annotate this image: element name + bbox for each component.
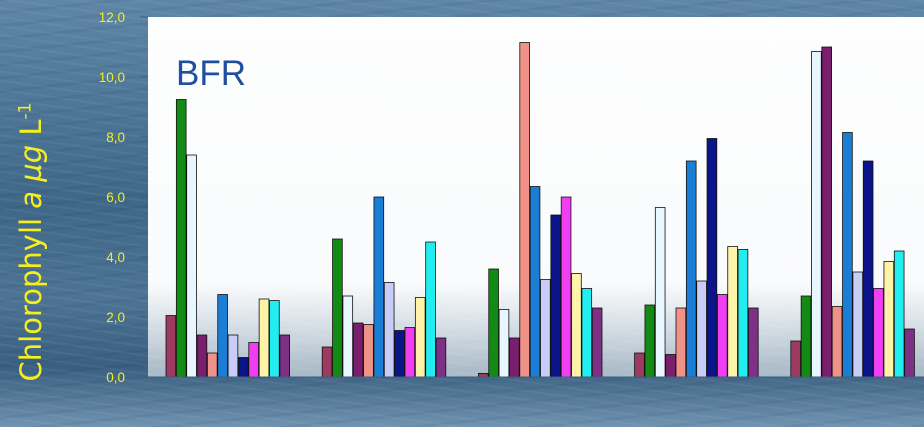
bar-group-4-series-11 [737,249,749,378]
bar-group-3-series-7 [540,279,551,378]
bar-group-1-series-11 [269,300,280,378]
bar-group-2-series-1 [321,346,333,378]
bar-group-1-series-5 [206,352,218,378]
bar-group-3-series-5 [519,42,530,378]
bar-group-2-series-9 [404,327,416,378]
bar-group-2-series-3 [342,295,354,378]
bar-group-2-series-12 [435,337,447,378]
bar-group-4-series-3 [654,207,666,378]
bar-group-3-series-6 [529,186,541,378]
bar-group-1-series-10 [258,298,270,378]
bar-group-3-series-8 [550,214,561,378]
y-tick-label: 2,0 [106,310,125,325]
y-tick-label: 6,0 [106,190,125,205]
bar-group-3-series-3 [498,309,510,378]
bar-group-3-series-2 [488,268,499,378]
bar-group-4-series-9 [717,294,728,378]
bar-group-1-series-4 [196,334,208,378]
bar-group-1-series-6 [217,294,228,378]
bar-group-3-series-4 [509,337,520,378]
bar-group-4-series-10 [727,246,738,378]
bar-group-4-series-8 [706,138,718,378]
bar-group-1-series-12 [279,334,291,378]
bar-group-4-series-7 [696,280,707,378]
bar-group-1-series-7 [227,334,239,378]
bar-group-3-series-10 [571,273,582,378]
bar-group-2-series-6 [373,196,385,378]
bar-group-2-series-11 [425,241,436,378]
bar-group-4-series-2 [644,304,656,378]
bar-group-3-series-1 [477,372,489,378]
bar-group-2-series-2 [332,238,343,378]
bar-group-2-series-8 [394,330,405,378]
bar-group-4-series-5 [675,307,687,378]
bar-group-3-series-9 [560,196,572,378]
bar-group-5-series-6 [842,132,853,378]
y-tick-label: 4,0 [106,250,125,265]
plot-label: BFR [176,54,246,93]
bar-group-1-series-2 [175,99,187,378]
bar-group-4-series-1 [634,352,645,378]
bar-group-1-series-3 [186,154,197,378]
bar-group-2-series-7 [383,282,395,378]
bar-group-1-series-9 [248,342,259,378]
bar-group-5-series-1 [790,340,801,378]
bar-group-4-series-6 [685,160,697,378]
bar-group-5-series-5 [831,306,843,378]
bar-group-1-series-1 [165,315,177,378]
bar-group-2-series-10 [414,297,426,378]
bar-group-1-series-8 [238,357,249,378]
bar-group-5-series-4 [821,46,832,378]
bar-group-5-series-10 [883,261,895,378]
bar-group-5-series-2 [800,295,812,378]
bar-group-4-series-12 [748,307,759,378]
bar-group-5-series-3 [811,51,822,378]
y-tick-label: 12,0 [99,10,125,25]
bar-group-5-series-11 [893,250,905,378]
bar-group-5-series-9 [873,288,884,378]
bar-group-2-series-5 [363,324,374,378]
bar-group-4-series-4 [665,354,676,378]
bar-group-3-series-11 [581,288,593,378]
bar-group-5-series-7 [852,271,864,378]
y-tick-label: 10,0 [99,70,125,85]
bar-group-3-series-12 [591,307,603,378]
bar-group-5-series-12 [904,328,915,378]
bar-group-5-series-8 [862,160,874,378]
y-tick-label: 8,0 [106,130,125,145]
y-tick-label: 0,0 [106,370,125,385]
bar-group-2-series-4 [352,322,364,378]
